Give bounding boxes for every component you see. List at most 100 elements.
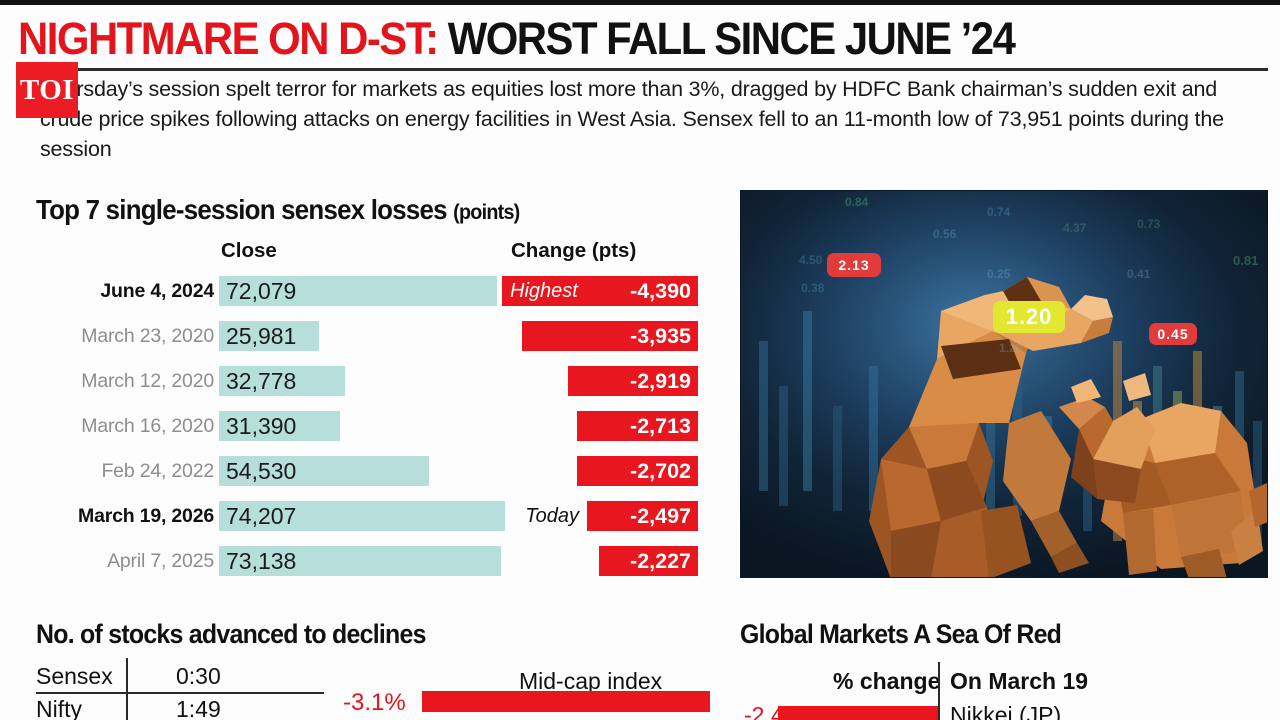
close-bar xyxy=(219,321,319,351)
price-chip-label: 0.45 xyxy=(1157,326,1189,342)
change-bar: -2,713 xyxy=(577,411,698,441)
ticker-number: 4.37 xyxy=(1063,221,1087,235)
midcap-label: Mid-cap index xyxy=(519,668,663,694)
change-bar-wrapper: -4,390 Highest xyxy=(436,276,716,306)
close-bar-wrapper: 32,778 xyxy=(219,366,519,396)
table-row: June 4, 2024 72,079 -4,390 Highest xyxy=(36,276,716,306)
change-bar-wrapper: -2,227 xyxy=(436,546,716,576)
close-bar xyxy=(219,411,340,441)
toi-logo: TOI xyxy=(16,62,78,118)
close-value: 54,530 xyxy=(226,458,297,484)
row-date: April 7, 2025 xyxy=(107,550,214,572)
change-bar: -2,919 xyxy=(568,366,698,396)
change-value: -2,702 xyxy=(630,459,691,483)
advances-row: Sensex 0:30 xyxy=(36,660,336,693)
ticker-number: 0.73 xyxy=(1137,217,1161,231)
advances-table: Sensex 0:30 Nifty 1:49 xyxy=(36,660,336,720)
advances-row: Nifty 1:49 xyxy=(36,693,336,720)
advances-ratio: 0:30 xyxy=(176,663,221,689)
global-change-value: -2.4 xyxy=(744,702,784,720)
global-market-name: Nikkei (JP) xyxy=(950,702,1062,720)
row-date: March 23, 2020 xyxy=(81,325,214,347)
losses-section-title: Top 7 single-session sensex losses (poin… xyxy=(36,194,520,229)
close-bar-wrapper: 73,138 xyxy=(219,546,519,576)
price-chip-0-45: 0.45 xyxy=(1149,323,1197,345)
deck-text: Thursday’s session spelt terror for mark… xyxy=(40,77,1224,161)
change-value: -4,390 xyxy=(630,279,691,303)
midcap-percent: -3.1% xyxy=(343,689,406,716)
close-value: 31,390 xyxy=(226,413,297,439)
advances-ratio: 1:49 xyxy=(176,696,221,720)
close-bar-wrapper: 74,207 xyxy=(219,501,519,531)
ticker-number: 1.28 xyxy=(999,341,1023,355)
table-row: Feb 24, 2022 54,530 -2,702 xyxy=(36,456,716,486)
change-bar: -2,227 xyxy=(599,546,698,576)
close-bar-wrapper: 25,981 xyxy=(219,321,519,351)
advances-section-title: No. of stocks advanced to declines xyxy=(36,619,426,649)
price-chip-label: 2.13 xyxy=(838,257,870,273)
change-value: -2,497 xyxy=(630,504,691,528)
global-change-bar xyxy=(778,706,938,720)
headline-red-part: NIGHTMARE ON D-ST: xyxy=(18,13,439,64)
change-bar: -3,935 xyxy=(522,321,698,351)
row-date: March 19, 2026 xyxy=(78,505,214,527)
price-chip-2-13: 2.13 xyxy=(827,253,881,277)
bull-bear-image: 2.13 1.20 0.45 0.84 0.56 0.74 4.37 0.81 … xyxy=(740,190,1268,578)
column-header-close: Close xyxy=(221,239,277,262)
ticker-number: 0.84 xyxy=(845,195,869,209)
top-rule xyxy=(0,0,1280,5)
close-bar-wrapper: 72,079 xyxy=(219,276,519,306)
close-bar xyxy=(219,501,505,531)
headline-black-part: WORST FALL SINCE JUNE ’24 xyxy=(447,13,1016,64)
advances-horizontal-divider xyxy=(36,692,324,694)
advances-index-name: Nifty xyxy=(36,696,82,720)
close-bar-wrapper: 54,530 xyxy=(219,456,519,486)
headline: NIGHTMARE ON D-ST: WORST FALL SINCE JUNE… xyxy=(18,14,1181,64)
ticker-number: 0.41 xyxy=(1127,267,1151,281)
close-bar xyxy=(219,366,345,396)
global-column-header-pct: % change xyxy=(833,668,941,694)
table-row: March 16, 2020 31,390 -2,713 xyxy=(36,411,716,441)
losses-title-unit: (points) xyxy=(453,201,520,224)
advances-vertical-divider xyxy=(126,658,128,720)
table-row: March 12, 2020 32,778 -2,919 xyxy=(36,366,716,396)
row-date: March 16, 2020 xyxy=(81,415,214,437)
losses-title-main: Top 7 single-session sensex losses xyxy=(36,194,447,225)
change-value: -2,713 xyxy=(630,414,691,438)
advances-index-name: Sensex xyxy=(36,663,113,689)
close-value: 73,138 xyxy=(226,548,297,574)
close-bar xyxy=(219,546,501,576)
change-bar: -4,390 Highest xyxy=(502,276,698,306)
ticker-number: 0.81 xyxy=(1233,253,1259,268)
change-bar-wrapper: -2,919 xyxy=(436,366,716,396)
price-chip-1-20: 1.20 xyxy=(993,301,1065,333)
close-value: 72,079 xyxy=(226,278,297,304)
close-bar xyxy=(219,456,429,486)
change-bar-wrapper: -2,497 Today xyxy=(436,501,716,531)
ticker-number: 0.74 xyxy=(987,205,1011,219)
close-value: 25,981 xyxy=(226,323,297,349)
global-section-title: Global Markets A Sea Of Red xyxy=(740,619,1062,649)
global-vertical-divider xyxy=(938,662,940,720)
table-row: March 19, 2026 74,207 -2,497 Today xyxy=(36,501,716,531)
row-date: June 4, 2024 xyxy=(100,280,214,302)
change-tag: Highest xyxy=(510,280,578,302)
change-bar-wrapper: -2,702 xyxy=(436,456,716,486)
change-bar: -2,702 xyxy=(577,456,698,486)
column-header-change: Change (pts) xyxy=(511,239,637,262)
close-value: 74,207 xyxy=(226,503,297,529)
close-value: 32,778 xyxy=(226,368,297,394)
change-value: -3,935 xyxy=(630,324,691,348)
ticker-number: 0.25 xyxy=(987,267,1011,281)
row-date: March 12, 2020 xyxy=(81,370,214,392)
table-row: March 23, 2020 25,981 -3,935 xyxy=(36,321,716,351)
table-row: April 7, 2025 73,138 -2,227 xyxy=(36,546,716,576)
change-value: -2,919 xyxy=(630,369,691,393)
global-column-header-date: On March 19 xyxy=(950,668,1089,694)
change-tag: Today xyxy=(525,505,579,527)
close-bar-wrapper: 31,390 xyxy=(219,411,519,441)
ticker-number: 0.56 xyxy=(933,227,957,241)
midcap-bar xyxy=(422,691,710,712)
change-bar-wrapper: -2,713 xyxy=(436,411,716,441)
